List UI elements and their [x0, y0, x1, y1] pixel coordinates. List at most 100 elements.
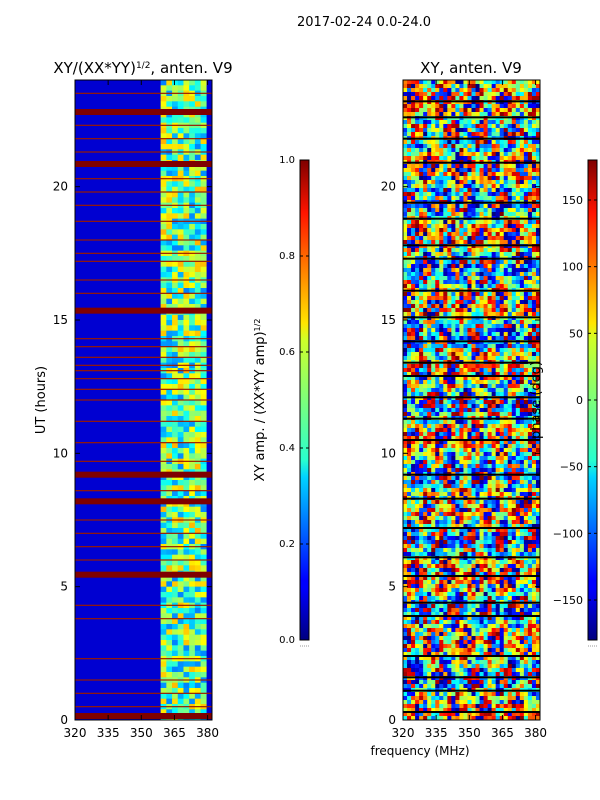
- right-heatmap-cell: [515, 176, 521, 181]
- right-heatmap-cell: [471, 364, 476, 369]
- right-heatmap-cell: [435, 276, 440, 281]
- right-heatmap-cell: [411, 276, 416, 281]
- right-heatmap-cell: [527, 468, 533, 473]
- left-flagged-row: [75, 559, 212, 561]
- right-heatmap-cell: [447, 332, 452, 337]
- right-heatmap-cell: [471, 208, 476, 213]
- right-heatmap-cell: [455, 80, 460, 85]
- right-heatmap-cell: [447, 492, 452, 497]
- right-heatmap-cell: [535, 260, 541, 265]
- left-ytick-label: 0: [60, 713, 68, 727]
- left-heatmap-cell: [177, 389, 184, 395]
- right-heatmap-cell: [495, 320, 501, 325]
- right-heatmap-cell: [519, 152, 525, 157]
- right-heatmap-cell: [499, 92, 505, 97]
- left-heatmap-cell: [183, 304, 190, 310]
- right-heatmap-cell: [447, 444, 452, 449]
- right-heatmap-cell: [463, 424, 468, 429]
- right-heatmap-cell: [463, 460, 468, 465]
- right-heatmap-cell: [467, 480, 472, 485]
- left-heatmap-cell: [172, 101, 179, 107]
- left-heatmap-cell: [177, 213, 184, 219]
- right-heatmap-cell: [479, 332, 484, 337]
- right-heatmap-cell: [487, 84, 492, 89]
- right-heatmap-cell: [503, 140, 509, 145]
- right-heatmap-cell: [475, 308, 480, 313]
- right-heatmap-cell: [495, 424, 501, 429]
- right-heatmap-cell: [423, 516, 428, 521]
- right-heatmap-cell: [491, 492, 496, 497]
- right-heatmap-cell: [495, 364, 501, 369]
- right-heatmap-cell: [507, 372, 513, 377]
- right-heatmap-cell: [447, 500, 452, 505]
- right-heatmap-cell: [459, 192, 464, 197]
- right-heatmap-cell: [491, 368, 496, 373]
- right-heatmap-cell: [503, 512, 509, 517]
- right-heatmap-cell: [535, 336, 541, 341]
- right-heatmap-cell: [479, 272, 484, 277]
- right-heatmap-cell: [423, 184, 428, 189]
- left-heatmap-cell: [200, 533, 207, 539]
- right-heatmap-cell: [519, 92, 525, 97]
- right-heatmap-cell: [531, 156, 537, 161]
- right-heatmap-cell: [443, 524, 448, 529]
- right-heatmap-cell: [479, 420, 484, 425]
- right-heatmap-cell: [403, 432, 408, 437]
- left-heatmap-cell: [194, 522, 201, 529]
- right-heatmap-cell: [503, 176, 509, 181]
- right-heatmap-cell: [427, 204, 432, 209]
- right-heatmap-cell: [439, 420, 444, 425]
- right-heatmap-cell: [427, 476, 432, 481]
- right-heatmap-cell: [435, 444, 440, 449]
- left-heatmap-cell: [172, 288, 179, 294]
- right-heatmap-cell: [487, 208, 492, 213]
- left-heatmap-cell: [194, 421, 201, 427]
- right-heatmap-cell: [451, 304, 456, 309]
- right-heatmap-cell: [415, 388, 420, 393]
- left-heatmap-cell: [166, 586, 173, 593]
- right-heatmap-cell: [511, 412, 517, 417]
- right-heatmap-cell: [495, 300, 501, 305]
- right-heatmap-cell: [407, 192, 412, 197]
- right-heatmap-cell: [439, 380, 444, 385]
- right-heatmap-cell: [491, 156, 496, 161]
- right-heatmap-cell: [467, 500, 472, 505]
- right-heatmap-cell: [511, 80, 517, 85]
- left-heatmap-cell: [166, 186, 173, 193]
- right-heatmap-cell: [463, 148, 468, 153]
- right-heatmap-cell: [487, 92, 492, 97]
- right-heatmap-cell: [447, 412, 452, 417]
- right-heatmap-cell: [471, 196, 476, 201]
- right-heatmap-cell: [487, 120, 492, 125]
- right-heatmap-cell: [495, 324, 501, 329]
- right-heatmap-cell: [527, 188, 533, 193]
- left-heatmap-cell: [194, 330, 201, 337]
- left-heatmap-cell: [189, 234, 196, 241]
- right-heatmap-cell: [447, 188, 452, 193]
- left-heatmap-cell: [194, 325, 201, 331]
- left-heatmap-cell: [189, 266, 196, 273]
- left-heatmap-cell: [183, 672, 190, 678]
- right-heatmap-cell: [531, 180, 537, 185]
- right-heatmap-cell: [415, 324, 420, 329]
- right-heatmap-cell: [527, 388, 533, 393]
- right-heatmap-cell: [415, 444, 420, 449]
- right-heatmap-cell: [475, 144, 480, 149]
- right-heatmap-cell: [443, 424, 448, 429]
- right-heatmap-cell: [451, 232, 456, 237]
- left-heatmap-cell: [177, 192, 184, 198]
- left-heatmap-cell: [177, 666, 184, 673]
- right-heatmap-cell: [443, 248, 448, 253]
- left-heatmap-cell: [160, 624, 167, 630]
- right-heatmap-cell: [511, 92, 517, 97]
- right-heatmap-cell: [463, 480, 468, 485]
- right-heatmap-cell: [435, 312, 440, 317]
- right-heatmap-cell: [459, 128, 464, 133]
- right-heatmap-cell: [431, 176, 436, 181]
- left-heatmap-cell: [194, 282, 201, 289]
- right-heatmap-cell: [459, 536, 464, 541]
- right-heatmap-cell: [471, 172, 476, 177]
- left-heatmap-cell: [172, 581, 179, 587]
- right-heatmap-cell: [483, 220, 488, 225]
- right-heatmap-cell: [403, 460, 408, 465]
